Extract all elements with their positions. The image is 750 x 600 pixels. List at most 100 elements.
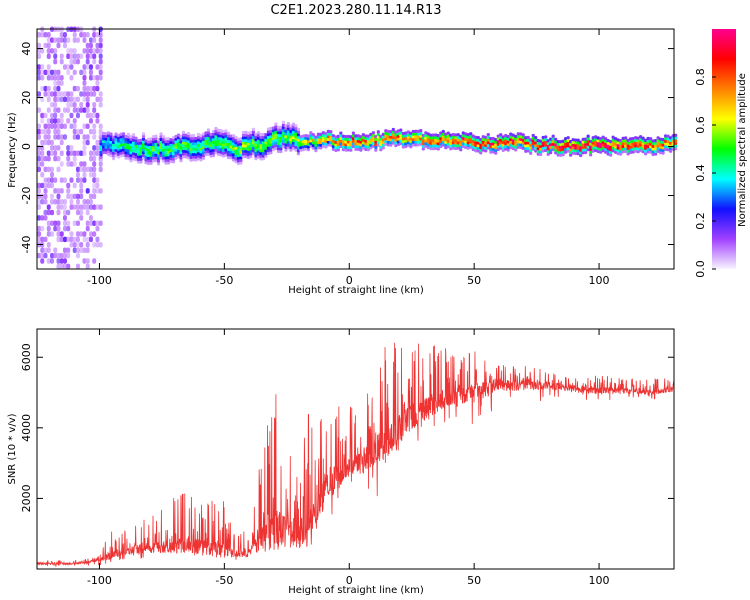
heatmap-cell (394, 138, 398, 142)
heatmap-cell (326, 137, 330, 142)
heatmap-cell (504, 142, 508, 146)
heatmap-cell (56, 75, 61, 81)
heatmap-cell (569, 150, 573, 155)
heatmap-cell (469, 140, 473, 144)
heatmap-cell (311, 135, 315, 140)
heatmap-cell (179, 143, 183, 147)
heatmap-cell (241, 152, 246, 156)
heatmap-cell (664, 142, 668, 146)
heatmap-cell (501, 140, 505, 144)
heatmap-cell (346, 148, 350, 152)
colorbar-tick-label: 0.8 (694, 68, 707, 86)
heatmap-cell (164, 148, 168, 152)
heatmap-cell (346, 140, 350, 144)
heatmap-cell (181, 149, 186, 153)
heatmap-cell (661, 140, 665, 144)
heatmap-cell (46, 118, 51, 124)
heatmap-cell (491, 136, 495, 141)
heatmap-cell (674, 141, 678, 146)
heatmap-cell (346, 145, 350, 149)
heatmap-cell (169, 151, 173, 155)
heatmap-cell (75, 263, 80, 270)
heatmap-cell (146, 140, 151, 144)
heatmap-cell (59, 258, 64, 264)
heatmap-cell (236, 153, 241, 158)
heatmap-cell (62, 96, 67, 103)
heatmap-cell (236, 143, 241, 147)
heatmap-cell (624, 136, 628, 140)
heatmap-cell (396, 129, 400, 133)
heatmap-cell (276, 130, 281, 135)
heatmap-cell (266, 138, 271, 142)
heatmap-cell (401, 134, 405, 138)
heatmap-cell (576, 141, 580, 145)
heatmap-cell (544, 148, 548, 153)
heatmap-cell (404, 142, 408, 146)
heatmap-cell (191, 158, 196, 162)
heatmap-cell (92, 182, 97, 189)
heatmap-cell (98, 48, 103, 54)
heatmap-cell (594, 135, 598, 139)
heatmap-cell (274, 130, 278, 134)
heatmap-cell (69, 236, 74, 243)
heatmap-cell (609, 150, 613, 154)
heatmap-cell (46, 85, 51, 92)
heatmap-cell (62, 220, 67, 227)
heatmap-cell (409, 137, 413, 141)
heatmap-cell (104, 140, 108, 144)
heatmap-cell (596, 149, 600, 154)
heatmap-cell (571, 148, 575, 153)
heatmap-cell (66, 188, 71, 194)
heatmap-cell (46, 75, 51, 81)
heatmap-cell (579, 140, 583, 144)
heatmap-cell (141, 156, 146, 160)
heatmap-cell (69, 231, 74, 237)
heatmap-cell (589, 147, 593, 152)
heatmap-cell (75, 128, 80, 135)
heatmap-cell (43, 85, 48, 92)
heatmap-cell (294, 145, 298, 149)
heatmap-cell (396, 134, 400, 138)
heatmap-cell (241, 155, 246, 159)
heatmap-cell (431, 146, 435, 151)
heatmap-cell (604, 150, 608, 154)
heatmap-cell (231, 158, 236, 162)
heatmap-cell (431, 133, 435, 137)
heatmap-cell (541, 138, 545, 142)
heatmap-cell (529, 143, 533, 147)
heatmap-cell (394, 144, 398, 148)
heatmap-cell (351, 144, 355, 149)
heatmap-cell (181, 146, 186, 151)
heatmap-cell (249, 136, 253, 140)
heatmap-cell (164, 161, 168, 165)
heatmap-cell (101, 145, 106, 149)
heatmap-cell (309, 141, 313, 146)
heatmap-cell (229, 142, 233, 146)
heatmap-cell (536, 147, 540, 151)
heatmap-cell (271, 129, 276, 133)
heatmap-cell (421, 136, 425, 140)
heatmap-cell (611, 138, 615, 142)
colorbar-ticks: 0.00.20.40.60.8 (694, 68, 716, 278)
heatmap-cell (204, 134, 208, 138)
heatmap-cell (574, 146, 578, 150)
heatmap-cell (319, 140, 323, 145)
heatmap-cell (106, 142, 111, 146)
heatmap-cell (604, 147, 608, 152)
snr-y-axis-label: SNR (10 * v/v) (7, 413, 18, 484)
heatmap-cell (246, 137, 251, 141)
heatmap-cell (156, 137, 161, 142)
heatmap-cell (251, 133, 256, 137)
heatmap-cell (384, 142, 388, 146)
heatmap-cell (279, 128, 283, 132)
heatmap-cell (179, 153, 183, 157)
heatmap-cell (569, 148, 573, 152)
heatmap-cell (254, 132, 258, 136)
heatmap-cell (214, 148, 218, 152)
heatmap-cell (164, 156, 168, 160)
heatmap-cell (186, 148, 191, 152)
heatmap-cell (221, 140, 226, 145)
heatmap-cell (661, 148, 665, 152)
snr-y-tick-label: 2000 (20, 484, 33, 512)
heatmap-cell (69, 96, 74, 103)
